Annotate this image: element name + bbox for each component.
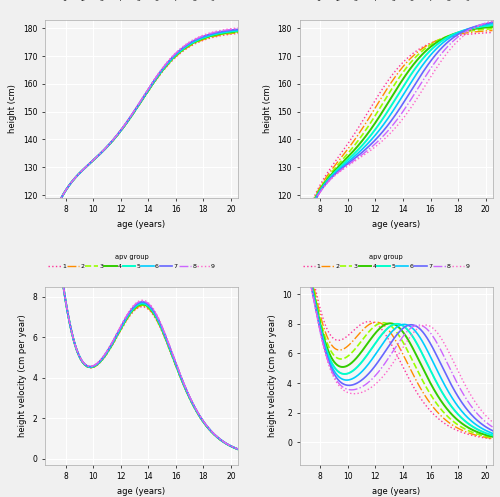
X-axis label: age (years): age (years) xyxy=(118,487,166,496)
Legend: 1, 2, 3, 4, 5, 6, 7, 8, 9: 1, 2, 3, 4, 5, 6, 7, 8, 9 xyxy=(302,0,470,2)
Y-axis label: height velocity (cm per year): height velocity (cm per year) xyxy=(268,315,277,437)
X-axis label: age (years): age (years) xyxy=(118,220,166,229)
X-axis label: age (years): age (years) xyxy=(372,220,420,229)
Legend: 1, 2, 3, 4, 5, 6, 7, 8, 9: 1, 2, 3, 4, 5, 6, 7, 8, 9 xyxy=(302,254,470,269)
Y-axis label: height (cm): height (cm) xyxy=(8,84,18,133)
Y-axis label: height velocity (cm per year): height velocity (cm per year) xyxy=(18,315,27,437)
Y-axis label: height (cm): height (cm) xyxy=(263,84,272,133)
Legend: 1, 2, 3, 4, 5, 6, 7, 8, 9: 1, 2, 3, 4, 5, 6, 7, 8, 9 xyxy=(48,0,215,2)
Legend: 1, 2, 3, 4, 5, 6, 7, 8, 9: 1, 2, 3, 4, 5, 6, 7, 8, 9 xyxy=(48,254,215,269)
X-axis label: age (years): age (years) xyxy=(372,487,420,496)
